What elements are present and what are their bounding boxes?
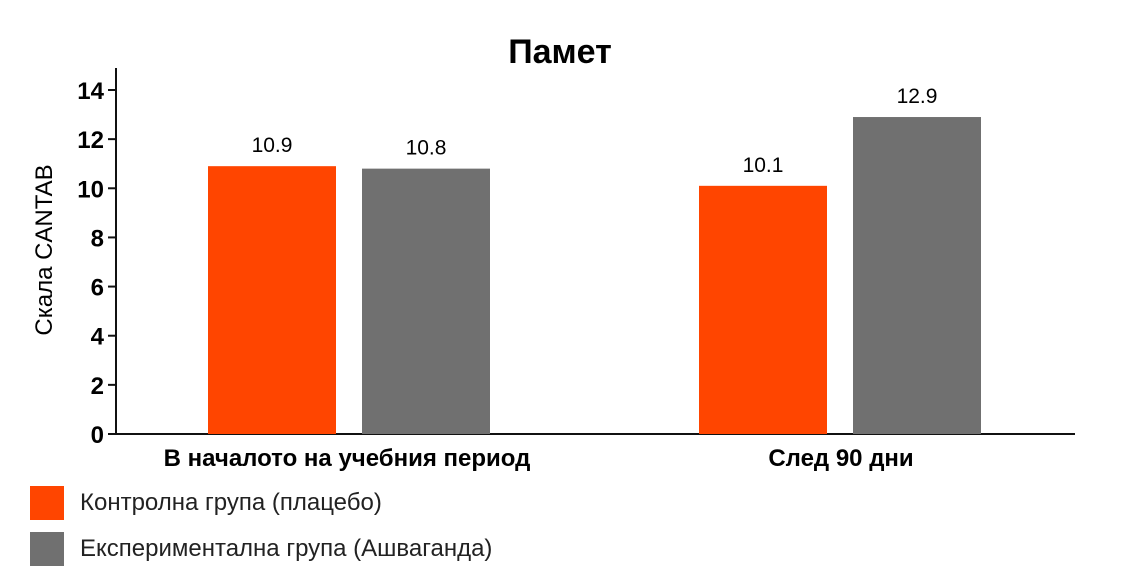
data-label: 10.1 xyxy=(743,154,784,177)
bar-experimental-1 xyxy=(853,117,981,435)
chart-title: Памет xyxy=(508,33,612,71)
legend-label-control: Контролна група (плацебо) xyxy=(80,489,382,516)
data-label: 10.9 xyxy=(252,134,293,157)
legend-item-control: Контролна група (плацебо) xyxy=(30,486,492,520)
legend-label-experimental: Експериментална група (Ашваганда) xyxy=(80,535,493,562)
legend-swatch-experimental xyxy=(30,532,64,566)
y-tick-label: 14 xyxy=(77,78,104,105)
bar-experimental-0 xyxy=(362,168,490,434)
legend-swatch-control xyxy=(30,486,64,520)
x-category-label: След 90 дни xyxy=(768,445,913,472)
bar-chart: Памет Скала CANTAB 0 2 4 6 8 10 12 14 10.9 10.1 1… xyxy=(31,33,1075,472)
y-tick-label: 0 xyxy=(91,422,104,449)
y-tick-label: 8 xyxy=(91,225,104,252)
y-tick-label: 4 xyxy=(91,324,105,351)
legend: Контролна група (плацебо) Експерименталн… xyxy=(30,486,492,578)
x-category-label: В началото на учебния период xyxy=(164,445,531,472)
bar-control-1 xyxy=(699,185,827,434)
legend-item-experimental: Експериментална група (Ашваганда) xyxy=(30,532,492,566)
y-tick-label: 12 xyxy=(77,127,104,154)
y-tick-label: 10 xyxy=(77,176,104,203)
bar-control-0 xyxy=(208,166,336,434)
y-axis-label: Скала CANTAB xyxy=(31,164,58,335)
data-label: 10.8 xyxy=(406,137,447,160)
y-tick-label: 2 xyxy=(91,373,104,400)
y-tick-label: 6 xyxy=(91,275,104,302)
data-label: 12.9 xyxy=(897,85,938,108)
